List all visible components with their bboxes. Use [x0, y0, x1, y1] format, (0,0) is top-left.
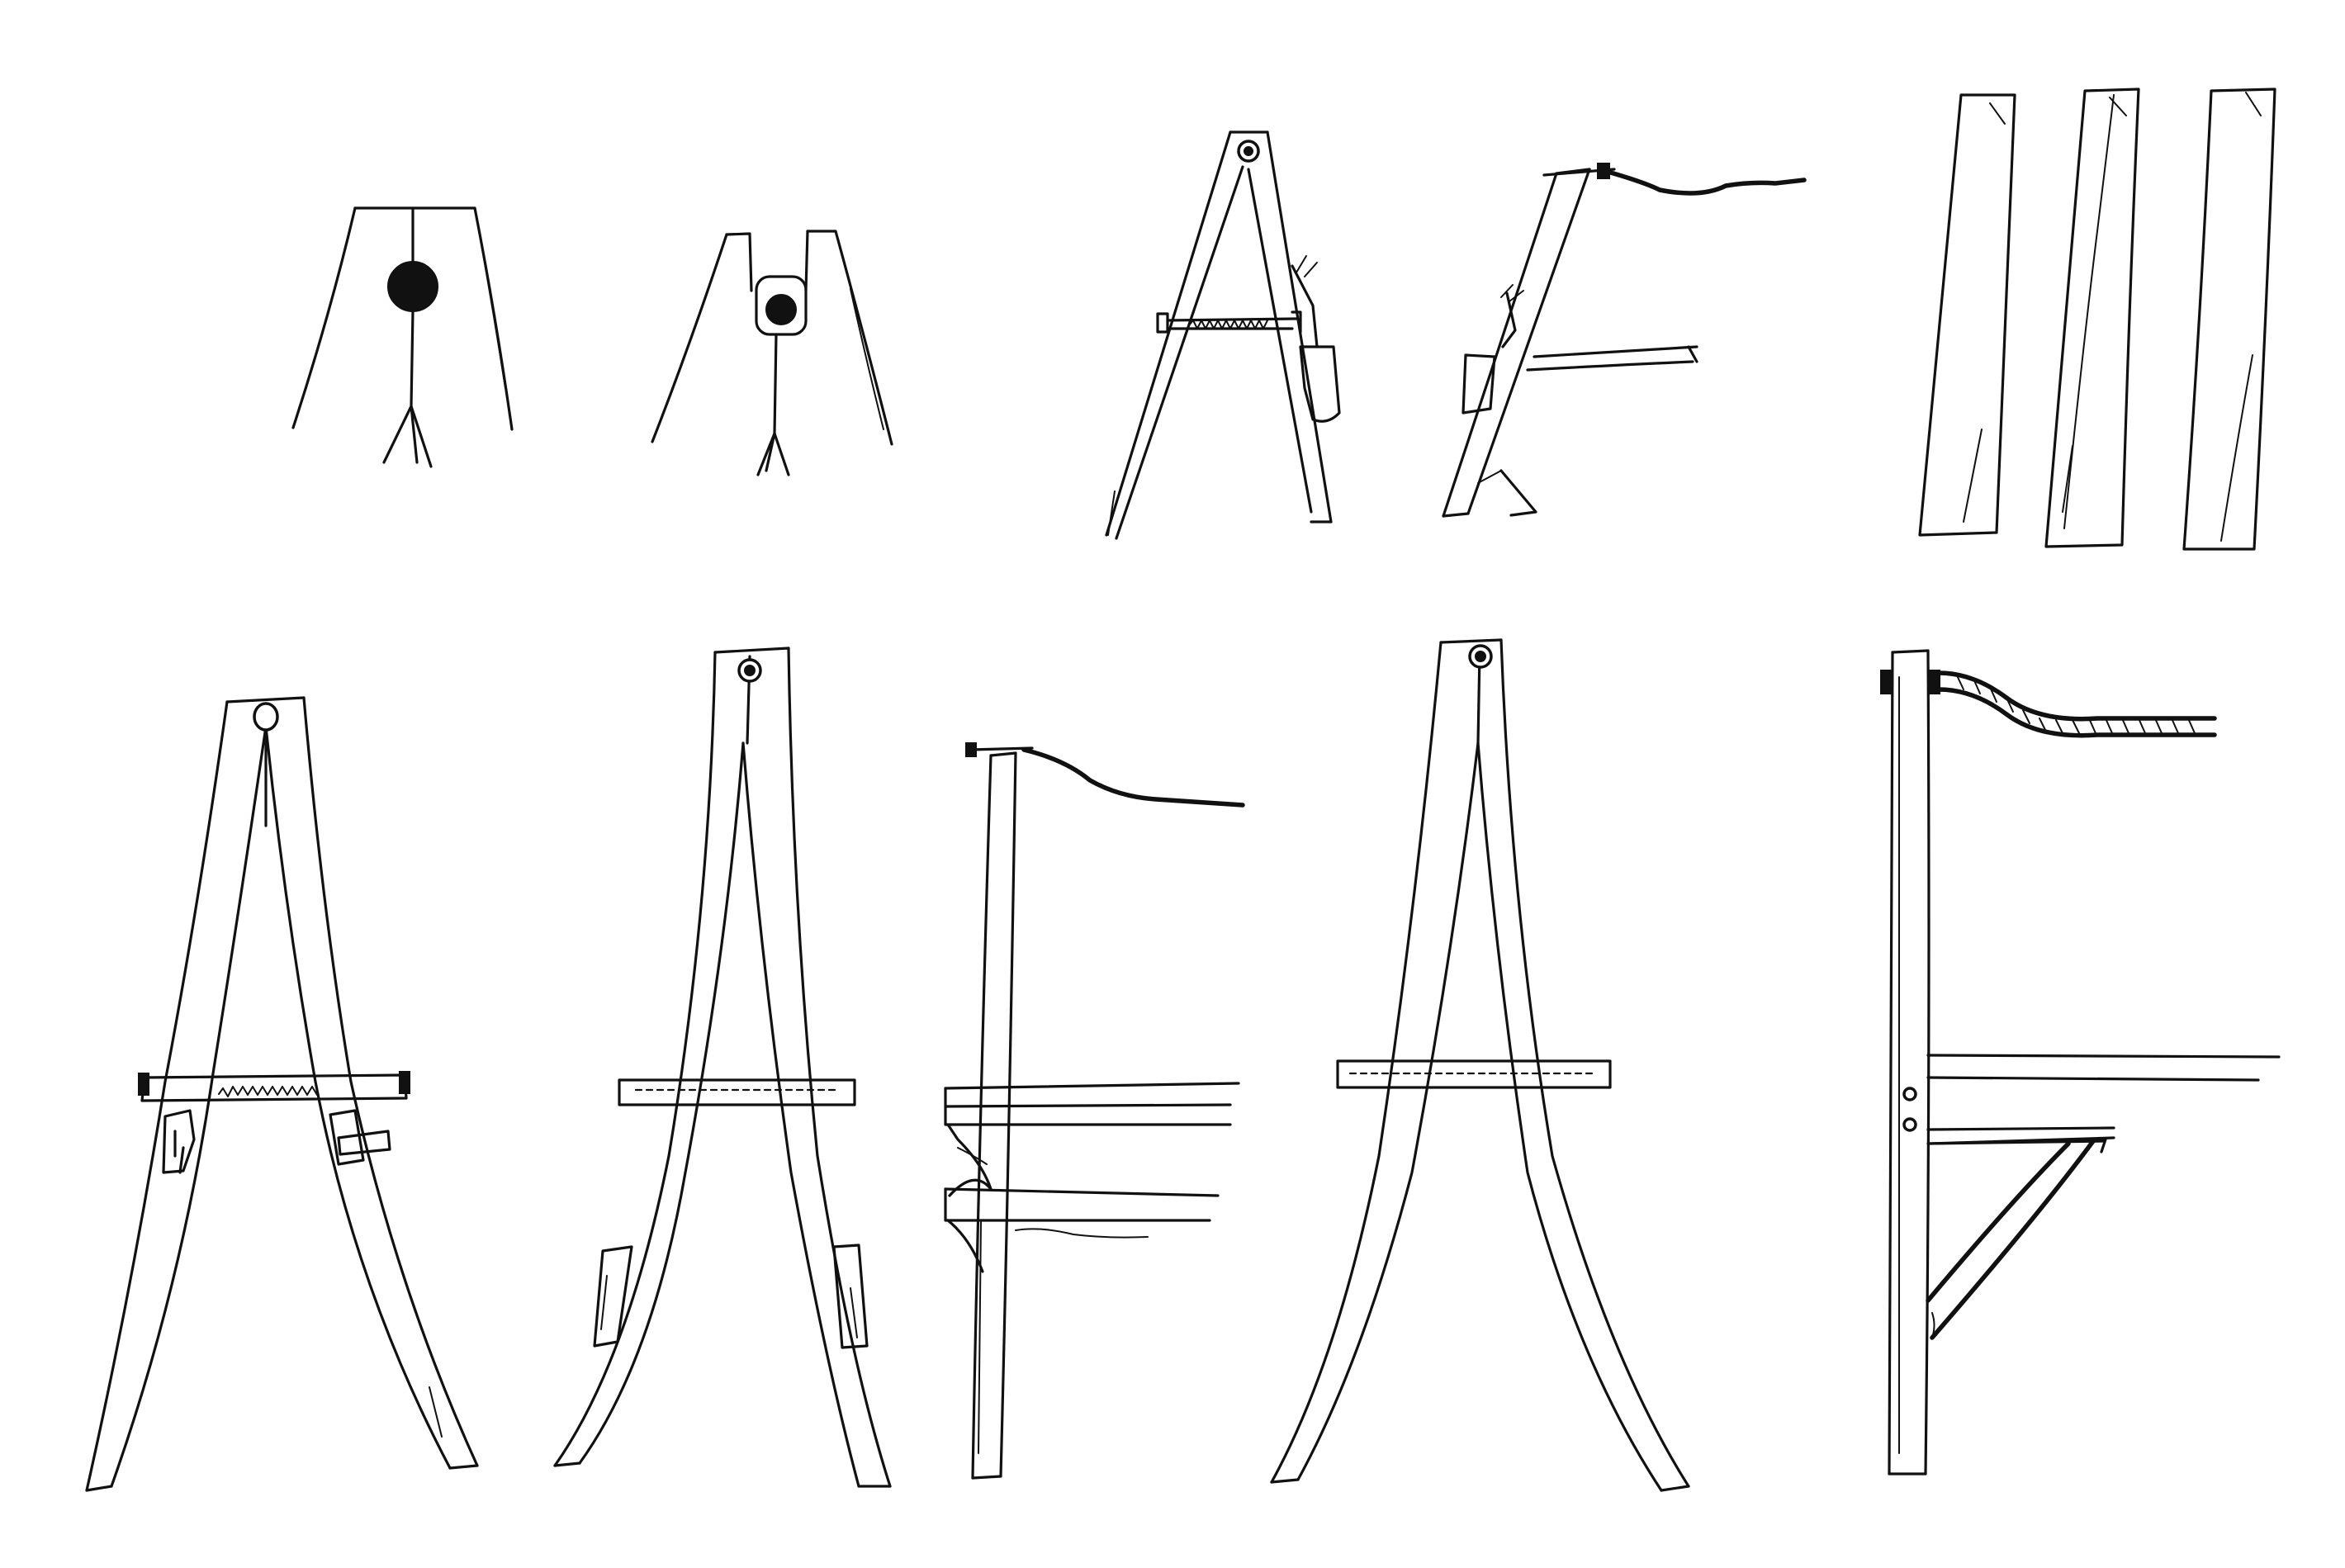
sketch-stick-figure-under-frame [291, 206, 514, 468]
sketch-three-timber-posts [1918, 88, 2276, 551]
sketch-a-frame-with-rope-crossbar [85, 696, 479, 1492]
sketch-small-a-frame-with-bag [1105, 130, 1341, 540]
head-icon [765, 294, 797, 325]
sketch-side-post-with-twin-beams [944, 742, 1245, 1480]
sketch-small-side-post-with-bag [1442, 163, 1807, 518]
sketch-stick-figure-under-narrow-frame [651, 230, 893, 476]
sketch-a-frame-with-plates [553, 647, 892, 1488]
sketch-a-frame-plain [1270, 638, 1690, 1492]
head-icon [387, 261, 438, 312]
sketch-side-post-with-strut-and-rope [1880, 649, 2281, 1476]
